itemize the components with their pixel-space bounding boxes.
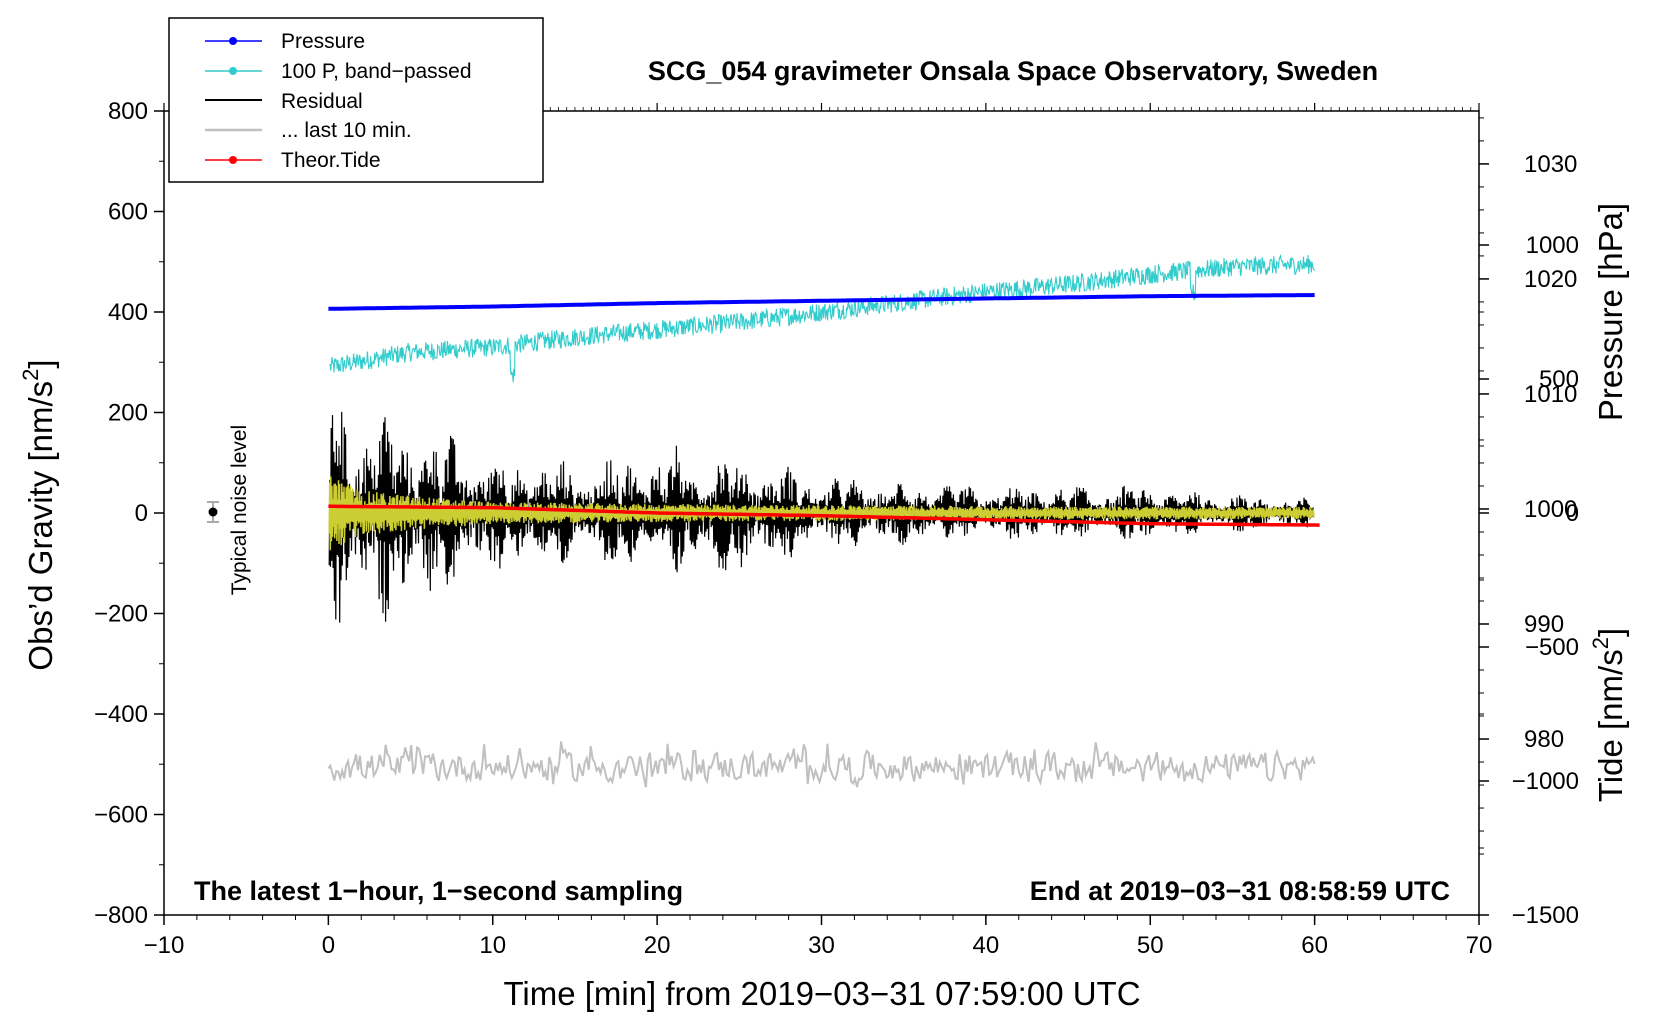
svg-text:Residual: Residual [281,90,363,113]
x-tick-label: 30 [808,932,835,959]
svg-text:100 P, band−passed: 100 P, band−passed [281,60,472,83]
y-tick-label-tide: −500 [1525,634,1579,661]
series-bandpassed-line [329,253,1316,383]
svg-text:Pressure: Pressure [281,30,365,53]
chart-title: SCG_054 gravimeter Onsala Space Observat… [648,56,1378,86]
y-tick-label-pressure: 1030 [1524,151,1577,178]
legend-item-bandpassed: 100 P, band−passed [205,60,472,83]
y-axis-title-left: Obs’d Gravity [nm/s2] [18,359,59,670]
svg-text:... last 10 min.: ... last 10 min. [281,119,412,142]
legend-item-residual: Residual [205,90,363,113]
y-tick-label-gravity: −800 [94,902,148,929]
y-tick-label-gravity: 600 [108,199,148,226]
series-residual-line [328,411,1315,623]
legend-item-pressure: Pressure [205,30,365,53]
x-tick-label: 70 [1466,932,1493,959]
y-tick-label-gravity: −400 [94,701,148,728]
x-tick-label: 50 [1137,932,1164,959]
legend: Pressure 100 P, band−passed Residual ...… [168,17,544,183]
x-tick-label: −10 [144,932,185,959]
x-tick-label: 40 [973,932,1000,959]
y-tick-label-tide: 1000 [1526,232,1579,259]
x-tick-label: 60 [1301,932,1328,959]
y-tick-label-gravity: 0 [135,500,148,527]
y-tick-label-tide: 500 [1539,366,1579,393]
y-tick-label-pressure: 990 [1524,611,1564,638]
chart-marks [327,253,1320,788]
series-pressure-line [328,293,1315,311]
y-tick-label-tide: 0 [1566,500,1579,527]
y-tick-label-tide: −1500 [1512,902,1579,929]
noise-label: Typical noise level [228,425,251,595]
y-tick-label-gravity: −600 [94,802,148,829]
x-tick-label: 10 [479,932,506,959]
legend-item-last10: ... last 10 min. [205,119,412,142]
svg-text:Theor.Tide: Theor.Tide [281,149,381,172]
y-axis-title-tide: Tide [nm/s2] [1588,628,1629,802]
y-tick-label-pressure: 1020 [1524,266,1577,293]
y-axis-title-pressure: Pressure [hPa] [1592,203,1629,421]
series-last10-line [327,741,1316,788]
y-tick-label-pressure: 1000 [1524,496,1577,523]
annotation-right: End at 2019−03−31 08:58:59 UTC [1030,876,1450,906]
x-tick-label: 20 [644,932,671,959]
y-tick-label-gravity: −200 [94,601,148,628]
x-tick-label: 0 [322,932,335,959]
series-tide-line [328,504,1320,527]
y-tick-label-gravity: 200 [108,400,148,427]
noise-indicator [207,501,219,523]
x-axis-title: Time [min] from 2019−03−31 07:59:00 UTC [503,975,1140,1012]
y-tick-label-pressure: 980 [1524,726,1564,753]
y-tick-label-tide: −1000 [1512,768,1579,795]
y-tick-label-gravity: 800 [108,98,148,125]
legend-item-tide: Theor.Tide [205,149,381,172]
noise-point [208,507,218,517]
chart-axes: −10 0 10 20 30 40 50 60 708006004002000−200−400−… [94,98,1579,959]
annotation-left: The latest 1−hour, 1−second sampling [194,876,683,906]
y-tick-label-gravity: 400 [108,299,148,326]
y-tick-label-pressure: 1010 [1524,381,1577,408]
